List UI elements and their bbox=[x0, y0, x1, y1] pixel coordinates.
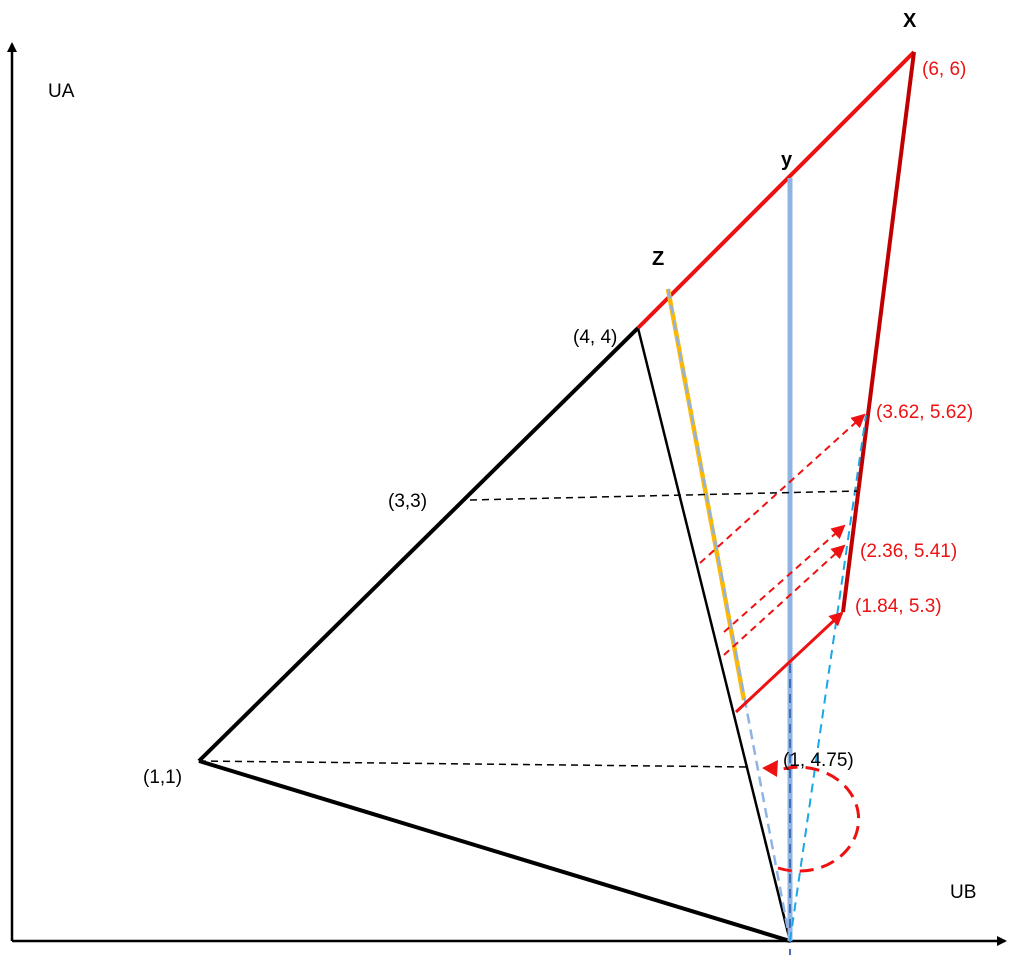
coord-1-1: (1,1) bbox=[143, 767, 182, 788]
dash-z-to-origin bbox=[666, 288, 792, 942]
coord-1-84-5-3: (1.84, 5.3) bbox=[855, 596, 942, 617]
y-point-label: y bbox=[781, 149, 793, 171]
coord-4-4: (4, 4) bbox=[573, 327, 617, 348]
dash-33 bbox=[469, 490, 858, 501]
edge-11-to-origin bbox=[198, 759, 791, 943]
red-arrow-dash-mid bbox=[723, 524, 846, 633]
coord-6-6: (6, 6) bbox=[922, 59, 966, 80]
red-arrow-dash-236 bbox=[723, 544, 846, 656]
coord-2-36-5-41: (2.36, 5.41) bbox=[860, 541, 957, 562]
red-circle-arrowhead bbox=[762, 760, 778, 777]
dark-red-edge bbox=[841, 51, 916, 613]
red-arrow-solid bbox=[734, 611, 844, 714]
coord-3-62-5-62: (3.62, 5.62) bbox=[876, 402, 973, 423]
red-dashed-circle-arrow bbox=[775, 765, 861, 873]
edge-44-to-origin bbox=[636, 327, 792, 942]
coord-3-3: (3,3) bbox=[388, 491, 427, 512]
x-point-label: X bbox=[903, 10, 917, 32]
z-point-label: Z bbox=[652, 248, 664, 270]
ua-axis-label: UA bbox=[48, 81, 75, 102]
edge-11-to-44 bbox=[197, 326, 640, 763]
cyan-dash-to-362 bbox=[789, 414, 867, 942]
red-arrow-dash-362 bbox=[699, 413, 866, 564]
coord-1-4-75: (1, 4.75) bbox=[783, 750, 854, 771]
dash-11 bbox=[198, 760, 751, 768]
ub-axis-label: UB bbox=[950, 882, 976, 903]
red-line-44-to-x bbox=[636, 50, 916, 330]
